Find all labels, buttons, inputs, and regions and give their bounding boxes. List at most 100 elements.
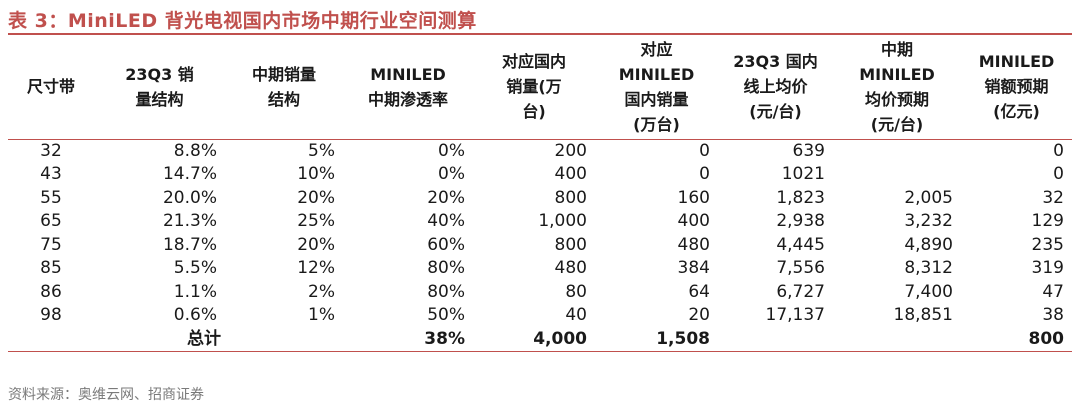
table-title: 表 3：MiniLED 背光电视国内市场中期行业空间测算 (8, 10, 477, 32)
cell-size: 55 (40, 187, 62, 208)
cell-domestic-volume: 480 (554, 258, 587, 278)
header-revenue: MINILED 销额预期 (亿元) (961, 35, 1072, 140)
cell-online-price: 2,938 (776, 211, 825, 231)
table-row: 86 1.1% 2% 80% 80 64 6,727 7,400 47 (8, 281, 1072, 305)
cell-size: 86 (40, 281, 62, 302)
cell-domestic-volume: 200 (554, 140, 587, 161)
cell-size: 85 (40, 258, 62, 278)
table-row: 43 14.7% 10% 0% 400 0 1021 0 (8, 163, 1072, 187)
total-penetration: 38% (343, 327, 473, 352)
total-miniled-volume: 1,508 (595, 327, 718, 352)
cell-penetration: 50% (427, 305, 465, 325)
cell-miniled-volume: 480 (677, 234, 710, 255)
header-size-band: 尺寸带 (8, 35, 94, 140)
cell-size: 75 (40, 234, 62, 255)
cell-revenue: 47 (1042, 281, 1064, 302)
table-row: 98 0.6% 1% 50% 40 20 17,137 18,851 38 (8, 304, 1072, 328)
cell-midterm-share: 2% (308, 281, 335, 302)
table-row: 32 8.8% 5% 0% 200 0 639 0 (8, 139, 1072, 163)
cell-online-price: 639 (792, 140, 825, 161)
cell-miniled-volume: 20 (688, 305, 710, 325)
cell-revenue: 319 (1031, 258, 1064, 278)
cell-revenue: 0 (1053, 164, 1064, 184)
cell-penetration: 80% (427, 258, 465, 278)
header-23q3-share: 23Q3 销量结构 (94, 35, 225, 140)
cell-midterm-share: 12% (297, 258, 335, 278)
header-miniled-volume: 对应 MINILED 国内销量 (万台) (595, 35, 718, 140)
cell-miniled-price: 2,005 (904, 187, 953, 208)
cell-domestic-volume: 400 (554, 164, 587, 184)
cell-empty (718, 327, 833, 352)
cell-miniled-price: 7,400 (904, 281, 953, 302)
header-penetration: MINILED 中期渗透率 (343, 35, 473, 140)
cell-miniled-price (833, 163, 961, 187)
total-domestic-volume: 4,000 (473, 327, 595, 352)
cell-miniled-volume: 160 (677, 187, 710, 208)
cell-domestic-volume: 800 (554, 234, 587, 255)
cell-miniled-volume: 0 (699, 164, 710, 184)
cell-size: 43 (40, 164, 62, 184)
cell-empty (8, 327, 94, 352)
cell-empty (833, 327, 961, 352)
cell-miniled-price: 8,312 (904, 258, 953, 278)
cell-online-price: 7,556 (776, 258, 825, 278)
cell-midterm-share: 1% (308, 305, 335, 325)
cell-23q3-share: 14.7% (162, 164, 217, 184)
cell-miniled-price: 3,232 (904, 211, 953, 231)
total-revenue: 800 (961, 327, 1072, 352)
cell-size: 65 (40, 211, 62, 231)
table-row: 75 18.7% 20% 60% 800 480 4,445 4,890 235 (8, 234, 1072, 258)
total-row: 总计 38% 4,000 1,508 800 (8, 327, 1072, 352)
market-space-table: 尺寸带 23Q3 销量结构 中期销量 结构 MINILED 中期渗透率 对应国内 销量… (8, 35, 1072, 352)
cell-online-price: 17,137 (765, 305, 825, 325)
table-row: 55 20.0% 20% 20% 800 160 1,823 2,005 32 (8, 187, 1072, 211)
cell-miniled-volume: 0 (699, 140, 710, 161)
cell-penetration: 0% (438, 164, 465, 184)
cell-domestic-volume: 40 (565, 305, 587, 325)
header-midterm-share: 中期销量 结构 (225, 35, 343, 140)
cell-penetration: 20% (427, 187, 465, 208)
cell-23q3-share: 20.0% (162, 187, 217, 208)
cell-revenue: 129 (1031, 211, 1064, 231)
cell-online-price: 4,445 (776, 234, 825, 255)
cell-size: 32 (40, 140, 62, 161)
cell-midterm-share: 20% (297, 187, 335, 208)
header-miniled-price: 中期 MINILED 均价预期 (元/台) (833, 35, 961, 140)
cell-revenue: 38 (1042, 305, 1064, 325)
table-row: 85 5.5% 12% 80% 480 384 7,556 8,312 319 (8, 257, 1072, 281)
table-row: 65 21.3% 25% 40% 1,000 400 2,938 3,232 1… (8, 210, 1072, 234)
cell-miniled-price (833, 139, 961, 163)
cell-miniled-price: 18,851 (893, 305, 953, 325)
cell-miniled-volume: 400 (677, 211, 710, 231)
cell-revenue: 235 (1031, 234, 1064, 255)
header-online-price: 23Q3 国内 线上均价 (元/台) (718, 35, 833, 140)
cell-online-price: 1021 (781, 164, 825, 184)
cell-midterm-share: 10% (297, 164, 335, 184)
total-label: 总计 (94, 327, 225, 352)
cell-miniled-volume: 384 (677, 258, 710, 278)
cell-23q3-share: 21.3% (162, 211, 217, 231)
header-row: 尺寸带 23Q3 销量结构 中期销量 结构 MINILED 中期渗透率 对应国内 销量… (8, 35, 1072, 140)
cell-penetration: 80% (427, 281, 465, 302)
cell-online-price: 1,823 (776, 187, 825, 208)
cell-domestic-volume: 1,000 (538, 211, 587, 231)
cell-online-price: 6,727 (776, 281, 825, 302)
cell-23q3-share: 0.6% (173, 305, 217, 325)
source-note: 资料来源：奥维云网、招商证券 (8, 387, 204, 403)
cell-empty (225, 327, 343, 352)
cell-midterm-share: 25% (297, 211, 335, 231)
cell-revenue: 0 (1053, 140, 1064, 161)
cell-midterm-share: 5% (308, 140, 335, 161)
cell-23q3-share: 8.8% (173, 140, 217, 161)
cell-penetration: 60% (427, 234, 465, 255)
cell-miniled-price: 4,890 (904, 234, 953, 255)
cell-domestic-volume: 800 (554, 187, 587, 208)
cell-domestic-volume: 80 (565, 281, 587, 302)
cell-size: 98 (40, 305, 62, 325)
cell-penetration: 0% (438, 140, 465, 161)
cell-23q3-share: 5.5% (173, 258, 217, 278)
top-rule (8, 33, 1072, 35)
cell-penetration: 40% (427, 211, 465, 231)
cell-midterm-share: 20% (297, 234, 335, 255)
cell-23q3-share: 18.7% (162, 234, 217, 255)
